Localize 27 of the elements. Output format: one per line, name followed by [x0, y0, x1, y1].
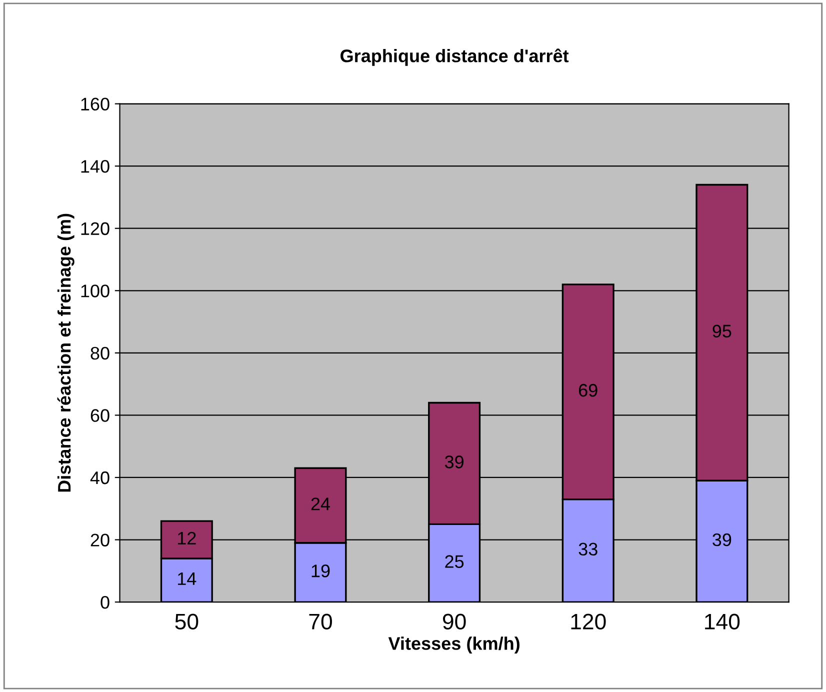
- y-tick-label: 100: [81, 284, 110, 298]
- x-axis-title: Vitesses (km/h): [388, 636, 520, 654]
- y-tick-label: 140: [81, 160, 110, 173]
- y-tick-label: 0: [100, 596, 110, 609]
- x-tick-label: 120: [571, 614, 606, 630]
- y-tick-label: 160: [81, 98, 110, 111]
- y-tick-label: 20: [90, 534, 110, 546]
- y-tick-label: 80: [90, 346, 110, 360]
- y-tick-label: 60: [90, 409, 110, 422]
- data-label: 14: [178, 572, 196, 585]
- y-tick-label: 120: [81, 222, 110, 236]
- x-tick-label: 70: [309, 614, 332, 630]
- data-label: 95: [712, 324, 732, 338]
- data-label: 19: [312, 564, 330, 578]
- x-tick-label: 50: [175, 614, 198, 630]
- y-tick-label: 40: [90, 471, 110, 484]
- data-label: 69: [578, 384, 598, 397]
- data-label: 25: [445, 555, 464, 568]
- x-tick-label: 140: [705, 614, 740, 630]
- data-label: 12: [178, 532, 196, 544]
- data-label: 33: [578, 542, 598, 556]
- x-tick-label: 90: [442, 614, 466, 630]
- data-label: 39: [444, 456, 464, 468]
- data-label: 39: [712, 533, 732, 546]
- data-label: 24: [311, 498, 330, 510]
- chart-title: Graphique distance d'arrêt: [340, 48, 569, 66]
- y-axis-title: Distance réaction et freinage (m): [57, 214, 74, 492]
